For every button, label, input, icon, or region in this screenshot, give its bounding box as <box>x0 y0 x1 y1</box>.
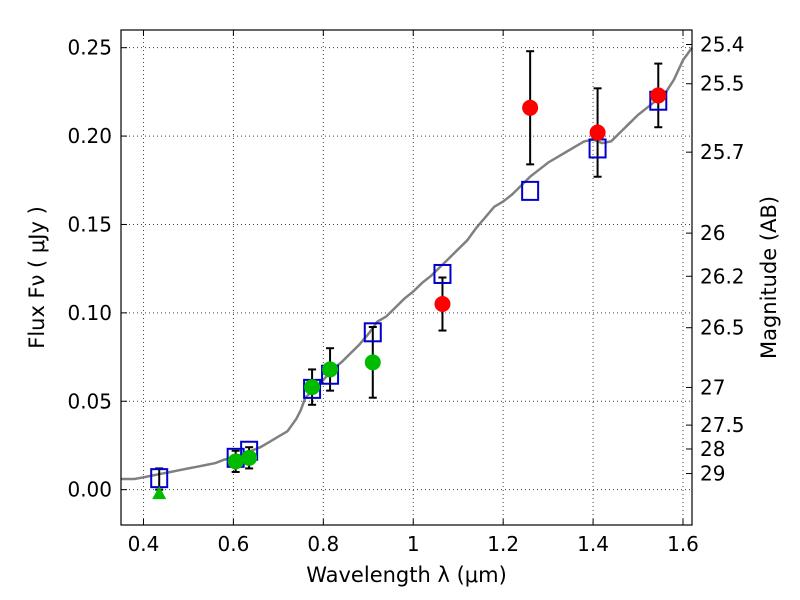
data-point-circle <box>434 296 451 313</box>
y-tick-label: 0.10 <box>67 301 112 325</box>
model-photometry-square <box>363 322 382 343</box>
y-tick-label: 0.15 <box>67 212 112 236</box>
label-layer: Wavelength λ (μm) Flux Fν ( μJy ) Magnit… <box>25 196 781 587</box>
right-tick-label: 29 <box>700 462 725 486</box>
model-photometry-square <box>433 263 452 284</box>
data-point-circle <box>322 361 339 378</box>
right-tick-label: 26 <box>700 221 725 245</box>
data-point-circle <box>241 449 258 466</box>
x-axis-label: Wavelength λ (μm) <box>306 563 507 587</box>
x-tick-label: 1.6 <box>667 532 699 556</box>
right-tick-label: 27.5 <box>700 413 745 437</box>
y-tick-label: 0.05 <box>67 389 112 413</box>
grid-layer <box>121 30 692 525</box>
model-photometry-square <box>521 180 540 201</box>
right-tick-label: 27 <box>700 375 725 399</box>
data-point-triangle <box>152 486 167 500</box>
right-tick-label: 25.7 <box>700 140 745 164</box>
x-tick-label: 1.2 <box>487 532 519 556</box>
right-axis-label: Magnitude (AB) <box>757 196 781 359</box>
data-point-circle <box>227 453 244 470</box>
data-point-circle <box>650 87 667 104</box>
x-tick-label: 0.6 <box>217 532 249 556</box>
x-tick-label: 0.4 <box>128 532 160 556</box>
tick-layer: 0.4 0.6 0.8 1 1.2 1.4 1.6 0.00 0.05 0.10 0.15 0.20 0… <box>67 30 745 556</box>
right-tick-label: 26.5 <box>700 316 745 340</box>
x-tick-label: 0.8 <box>307 532 339 556</box>
y-tick-label: 0.25 <box>67 36 112 60</box>
right-tick-label: 25.4 <box>700 32 745 56</box>
data-point-circle <box>522 99 539 116</box>
data-point-circle <box>589 124 606 141</box>
y-tick-label: 0.00 <box>67 478 112 502</box>
line-layer <box>121 46 694 481</box>
right-tick-label: 26.2 <box>700 264 745 288</box>
marker-layer <box>150 50 668 500</box>
data-point-circle <box>364 354 381 371</box>
x-tick-label: 1.4 <box>577 532 609 556</box>
y-tick-label: 0.20 <box>67 124 112 148</box>
y-axis-label: Flux Fν ( μJy ) <box>25 206 49 349</box>
data-point-circle <box>304 379 321 396</box>
plot-frame <box>120 29 693 526</box>
model-spectrum-line <box>121 46 694 481</box>
right-tick-label: 25.5 <box>700 72 745 96</box>
x-tick-label: 1 <box>407 532 420 556</box>
right-tick-label: 28 <box>700 437 725 461</box>
